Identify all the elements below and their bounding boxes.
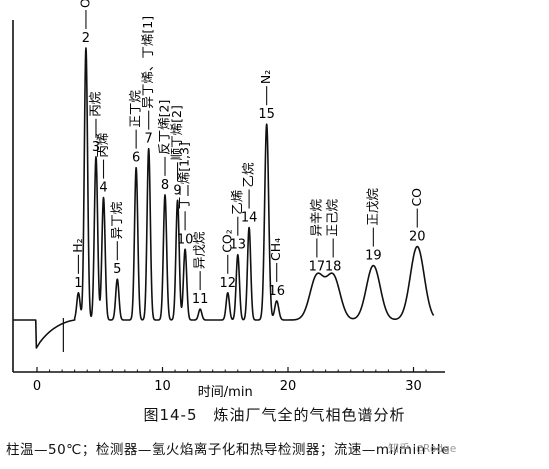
peak-compound-label: CO: [409, 188, 424, 207]
peak-compound-label: 异丁烯、丁烯[1]: [140, 16, 155, 109]
peak-compound-label: CH₄: [268, 238, 283, 261]
peak-compound-label: 反丁烯[2]: [157, 100, 172, 155]
watermark: 知乎 @Rodge: [388, 442, 457, 455]
peak-compound-label: 正己烷: [325, 198, 340, 236]
peak-number: 2: [82, 31, 90, 46]
peak-compound-label: 异戊烷: [192, 231, 207, 269]
peak-number: 6: [132, 151, 140, 166]
peak-compound-label: 异辛烷: [308, 198, 323, 236]
peak-number: 4: [99, 181, 107, 196]
peak-number: 10: [177, 232, 194, 247]
x-tick-label: 30: [405, 379, 422, 394]
peak-compound-label: O₂: [77, 0, 92, 8]
peak-number: 17: [309, 259, 326, 274]
peak-number: 9: [173, 183, 181, 198]
figure-caption: 图14-5 炼油厂气全的气相色谱分析: [143, 406, 406, 424]
peak-number: 20: [409, 230, 426, 245]
peak-number: 3: [92, 140, 100, 155]
x-tick-label: 0: [33, 379, 41, 394]
peak-compound-label: CO₂: [219, 229, 234, 253]
peak-compound-label: 丁二烯[1,3]: [177, 142, 192, 209]
peak-number: 7: [145, 132, 153, 147]
chromatogram-trace: [13, 47, 435, 349]
peak-compound-label: 异丁烷: [109, 201, 124, 239]
peak-number: 16: [268, 284, 285, 299]
peak-compound-label: 乙烷: [241, 162, 256, 188]
peak-number: 1: [74, 276, 82, 291]
peak-number: 14: [241, 211, 258, 226]
peak-compound-label: N₂: [258, 70, 273, 84]
peak-number: 18: [325, 259, 342, 274]
peak-number: 19: [365, 249, 382, 264]
peak-compound-label: 顺丁烯[2]: [169, 105, 184, 160]
peak-number: 11: [192, 292, 209, 307]
peak-number: 5: [113, 262, 121, 277]
peak-number: 15: [258, 107, 275, 122]
x-tick-label: 20: [280, 379, 297, 394]
peak-number: 13: [230, 238, 247, 253]
peak-compound-label: 丙烷: [87, 91, 102, 117]
x-axis-label: 时间/min: [198, 385, 253, 400]
peak-compound-label: H₂: [70, 238, 85, 252]
peak-compound-label: 正丁烷: [128, 90, 143, 128]
peak-compound-label: 乙烯: [229, 190, 244, 215]
peak-number: 12: [219, 276, 236, 291]
experimental-conditions: 柱温—50℃；检测器—氢火焰离子化和热导检测器；流速—ml/min He: [6, 442, 450, 458]
peak-number: 8: [161, 178, 169, 193]
x-tick-label: 10: [154, 379, 171, 394]
peak-compound-label: 丙烯: [95, 133, 110, 158]
peak-compound-label: 正戊烷: [365, 188, 380, 226]
